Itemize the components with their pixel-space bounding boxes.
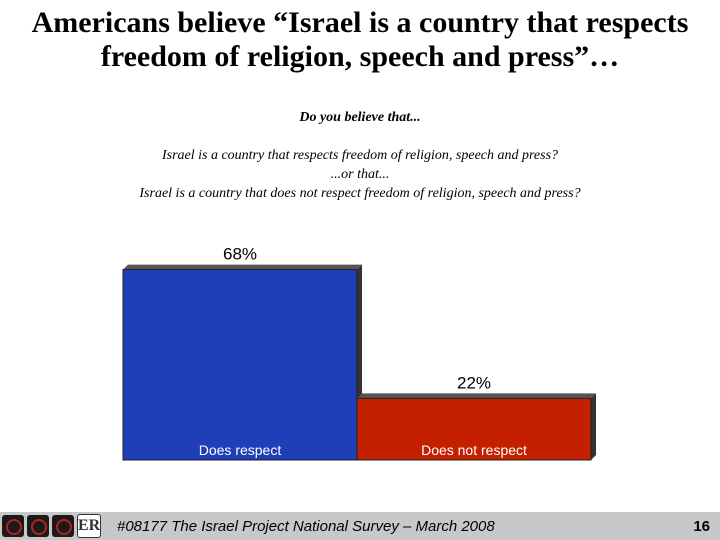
logo-er-icon: ER — [77, 514, 101, 538]
logo-1-icon — [2, 515, 24, 537]
bar-side-2 — [591, 393, 596, 460]
category-label-1: Does respect — [199, 442, 282, 458]
value-label-2: 22% — [457, 373, 491, 392]
category-label-2: Does not respect — [421, 442, 527, 458]
bar-1 — [122, 269, 358, 461]
question-option-2: Israel is a country that does not respec… — [139, 186, 581, 201]
footer-source: #08177 The Israel Project National Surve… — [117, 518, 495, 535]
title-line-1: Americans believe “Israel is a country t… — [31, 6, 689, 39]
bar-2 — [356, 397, 592, 461]
logo-2-icon — [27, 515, 49, 537]
question-option-1: Israel is a country that respects freedo… — [161, 148, 559, 163]
title-line-2: freedom of religion, speech and press”… — [100, 40, 620, 73]
value-label-1: 68% — [223, 245, 257, 264]
bar-top-1 — [123, 264, 362, 270]
footer-logos: ER — [0, 512, 104, 540]
survey-question: Do you believe that... Israel is a count… — [0, 110, 720, 203]
bar-top-2 — [357, 393, 596, 399]
slide-title: Americans believe “Israel is a country t… — [0, 6, 720, 74]
question-lead: Do you believe that... — [299, 110, 421, 125]
footer-bar: ER #08177 The Israel Project National Su… — [0, 512, 720, 540]
question-or: ...or that... — [330, 167, 390, 182]
logo-3-icon — [52, 515, 74, 537]
page-number: 16 — [693, 518, 710, 535]
